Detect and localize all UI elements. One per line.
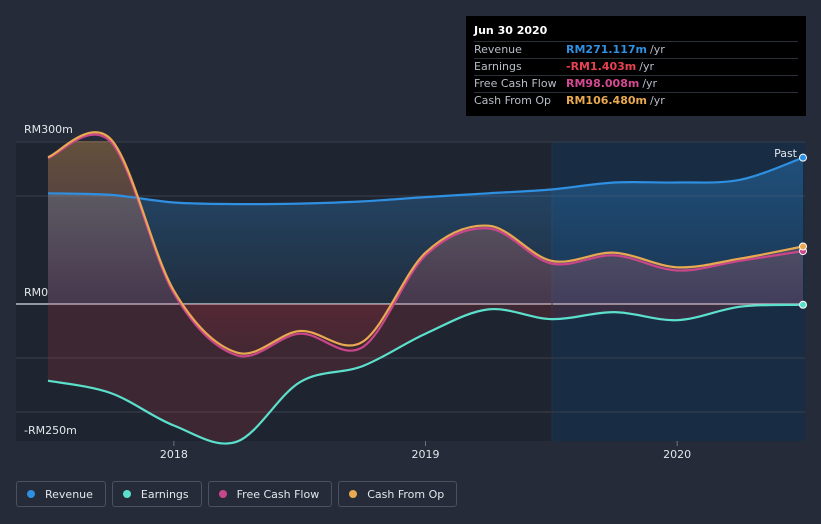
tooltip-series-name: Free Cash Flow [474, 77, 557, 90]
legend-item-earnings[interactable]: Earnings [111, 481, 202, 507]
series-lines [47, 131, 807, 445]
legend-label: Earnings [140, 487, 189, 501]
x-tick-label: 2019 [412, 448, 440, 461]
tooltip-series-value: RM98.008m [566, 77, 640, 90]
y-tick-label: -RM250m [24, 424, 77, 437]
tooltip-series-name: Cash From Op [474, 94, 552, 107]
legend-item-revenue[interactable]: Revenue [16, 481, 106, 507]
earnings-end-point [799, 300, 807, 309]
legend-dot-icon [218, 490, 227, 498]
legend-dot-icon [349, 490, 358, 498]
series-areas [48, 141, 803, 441]
revenue-line [47, 156, 804, 206]
revenue-end-point [799, 153, 807, 162]
legend-label: Revenue [45, 487, 93, 501]
legend-dot-icon [27, 490, 35, 498]
y-tick-label: RM300m [24, 123, 73, 136]
tooltip-row: Revenue RM271.117m/yr [474, 41, 798, 58]
tooltip-row: Earnings -RM1.403m/yr [474, 58, 798, 75]
chart-legend: Revenue Earnings Free Cash Flow Cash From O… [16, 481, 458, 507]
tooltip-series-value: RM271.117m [566, 43, 647, 56]
tooltip-panel: Jun 30 2020 Revenue RM271.117m/yr Earnings… [466, 16, 806, 116]
x-axis-labels: 2018 2019 2020 [160, 441, 691, 461]
earnings-line [47, 303, 804, 445]
x-tick-label: 2018 [160, 448, 188, 461]
tooltip-date: Jun 30 2020 [474, 24, 548, 37]
legend-label: Free Cash Flow [236, 487, 320, 501]
tooltip-unit: /yr [639, 60, 654, 73]
x-tick-label: 2020 [663, 448, 691, 461]
cash-from-op-line [47, 131, 804, 355]
free-cash-flow-line [47, 133, 804, 358]
cash-from-op-area [48, 141, 803, 304]
y-tick-label: RM0 [24, 286, 48, 299]
tooltip-row: Free Cash Flow RM98.008m/yr [474, 75, 798, 92]
tooltip-series-value: -RM1.403m [566, 60, 637, 73]
cash-from-op-end-point [799, 242, 807, 251]
cash-from-op-negative-area [48, 304, 803, 354]
tooltip-series-value: RM106.480m [566, 94, 647, 107]
y-axis-labels: RM300m RM0 -RM250m [24, 123, 77, 437]
legend-dot-icon [122, 490, 131, 498]
tooltip-row: Cash From Op RM106.480m/yr [474, 92, 798, 109]
legend-label: Cash From Op [367, 487, 445, 501]
legend-item-free-cash-flow[interactable]: Free Cash Flow [207, 481, 333, 507]
tooltip-unit: /yr [649, 94, 665, 107]
tooltip-unit: /yr [649, 43, 665, 56]
tooltip-series-name: Revenue [474, 43, 522, 56]
tooltip-unit: /yr [642, 77, 658, 90]
tooltip-series-name: Earnings [474, 60, 522, 73]
past-label: Past [774, 147, 798, 160]
earnings-area [48, 304, 803, 441]
legend-item-cash-from-op[interactable]: Cash From Op [338, 481, 458, 507]
